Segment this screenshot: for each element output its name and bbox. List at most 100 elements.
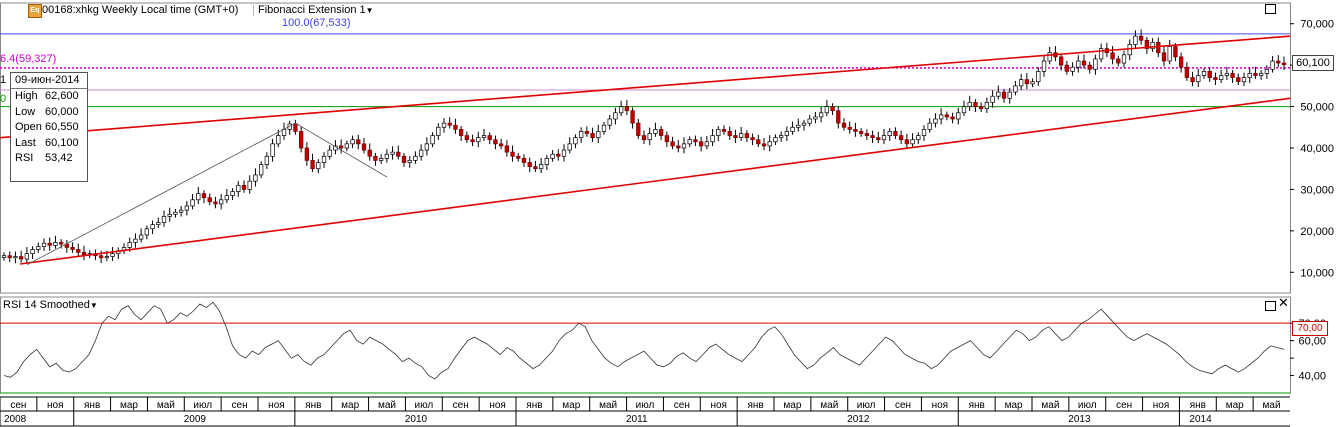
candle-body: [1110, 52, 1115, 60]
candle-body: [1178, 56, 1184, 68]
candle-body: [1030, 81, 1035, 85]
candle-body: [796, 124, 801, 128]
candle-body: [470, 139, 475, 143]
candle-body: [1161, 52, 1167, 62]
candle-body: [361, 143, 367, 151]
price-ytick-label: 50,000: [1300, 102, 1334, 114]
info-row-last: Last 60,100: [15, 136, 79, 149]
candle-body: [670, 141, 675, 147]
candle-body: [733, 135, 738, 138]
candle-body: [1196, 75, 1201, 83]
channel-lower-line: [19, 97, 1291, 265]
month-label: сен: [895, 400, 911, 411]
candle-body: [687, 139, 692, 145]
candle-body: [1213, 77, 1218, 80]
candle-body: [224, 195, 230, 201]
candle-body: [1041, 60, 1047, 72]
candle-body: [1144, 39, 1150, 49]
rsi-dropdown-arrow-icon[interactable]: ▼: [89, 301, 98, 310]
month-label: сен: [674, 400, 690, 411]
candle-body: [310, 160, 315, 170]
candle-body: [407, 160, 412, 163]
candle-body: [1047, 52, 1052, 62]
rsi-close-icon[interactable]: ✕: [1278, 295, 1289, 310]
price-ytick-label: 40,000: [1300, 143, 1334, 155]
candle-body: [613, 112, 618, 120]
rsi-maximize-icon[interactable]: [1265, 301, 1276, 311]
candle-body: [516, 155, 521, 159]
candle-body: [178, 209, 184, 213]
candle-body: [521, 158, 527, 163]
candle-body: [81, 252, 87, 256]
candle-body: [316, 162, 321, 170]
indicator-label-text: Fibonacci Extension 1: [258, 4, 366, 16]
info-date: 09-июн-2014: [11, 73, 87, 90]
candle-body: [750, 137, 755, 141]
candle-body: [464, 135, 470, 141]
candle-body: [813, 116, 818, 120]
candle-body: [841, 122, 847, 128]
dropdown-arrow-icon[interactable]: ▼: [365, 6, 374, 15]
fib-extension-path: [26, 122, 388, 266]
candle-body: [453, 124, 458, 130]
candle-body: [213, 201, 218, 205]
candle-body: [1230, 73, 1235, 78]
month-label: ноя: [932, 400, 949, 411]
candle-body: [624, 106, 630, 112]
candle-body: [281, 129, 287, 136]
candle-body: [544, 158, 550, 165]
month-label: ноя: [710, 400, 727, 411]
month-label: янв: [747, 400, 763, 411]
candle-body: [401, 155, 407, 163]
candle-body: [698, 141, 704, 147]
price-ytick-label: 20,000: [1300, 226, 1334, 238]
fib-618-label: 6.4(59,327): [0, 53, 57, 65]
candle-body: [167, 213, 172, 217]
fib-left-label-0: 0: [0, 93, 7, 105]
candle-body: [356, 139, 361, 145]
candle-body: [933, 118, 938, 124]
candle-body: [967, 102, 972, 107]
candle-body: [196, 193, 201, 201]
candle-body: [338, 145, 344, 149]
candle-body: [956, 112, 961, 120]
candle-body: [1013, 85, 1018, 93]
candle-body: [110, 253, 115, 257]
candle-body: [510, 151, 515, 157]
candle-body: [1087, 64, 1092, 70]
equity-icon[interactable]: Eq: [28, 4, 42, 18]
candle-body: [1121, 54, 1127, 64]
candle-body: [1281, 62, 1287, 66]
candle-body: [738, 133, 744, 138]
candle-body: [390, 151, 395, 155]
month-label: сен: [232, 400, 248, 411]
candle-body: [704, 141, 710, 147]
month-label: июл: [636, 400, 655, 411]
candle-body: [938, 114, 944, 120]
candle-body: [1167, 46, 1172, 62]
candle-body: [344, 143, 350, 149]
indicator-label[interactable]: Fibonacci Extension 1▼: [258, 3, 374, 18]
month-label: сен: [453, 400, 469, 411]
candle-body: [978, 106, 984, 109]
rsi-line: [3, 301, 1285, 380]
candle-body: [138, 234, 144, 240]
last-price-tag: 60,100: [1292, 55, 1334, 71]
month-label: мар: [341, 400, 359, 411]
month-label: мар: [1226, 400, 1244, 411]
maximize-icon[interactable]: [1265, 4, 1276, 14]
candle-body: [1218, 75, 1224, 80]
price-panel-frame: [0, 2, 1291, 294]
info-row-open: Open 60,550: [15, 121, 79, 134]
symbol-label[interactable]: 00168:xhkg Weekly Local time (GMT+0): [42, 4, 239, 16]
candle-body: [321, 155, 327, 163]
candle-body: [944, 114, 950, 118]
candle-body: [70, 247, 75, 250]
month-label: сен: [10, 400, 26, 411]
candle-body: [1, 255, 7, 258]
candle-body: [104, 256, 110, 259]
candle-body: [973, 102, 978, 107]
rsi-title[interactable]: RSI 14 Smoothed▼: [3, 298, 98, 313]
candle-body: [458, 129, 464, 136]
